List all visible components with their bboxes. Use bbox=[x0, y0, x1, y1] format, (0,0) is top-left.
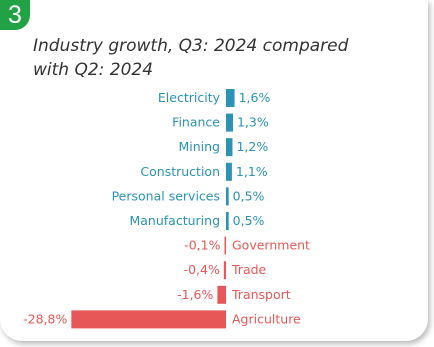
category-label-electricity: Electricity bbox=[158, 90, 221, 105]
bar-transport bbox=[217, 285, 226, 304]
value-label-electricity: 1,6% bbox=[239, 90, 271, 105]
bar-manufacturing bbox=[226, 212, 229, 230]
bar-mining bbox=[226, 138, 233, 157]
bar-government bbox=[224, 236, 226, 255]
value-label-transport: -1,6% bbox=[177, 287, 213, 302]
value-label-manufacturing: 0,5% bbox=[233, 213, 265, 228]
category-label-personal-services: Personal services bbox=[112, 188, 220, 203]
bar-electricity bbox=[226, 89, 235, 107]
category-label-trade: Trade bbox=[231, 262, 267, 277]
bar-construction bbox=[226, 162, 232, 181]
bar-finance bbox=[226, 113, 233, 132]
category-label-manufacturing: Manufacturing bbox=[129, 213, 220, 228]
bar-personal-services bbox=[226, 187, 229, 206]
value-label-trade: -0,4% bbox=[184, 262, 220, 277]
value-label-finance: 1,3% bbox=[237, 115, 269, 130]
category-label-agriculture: Agriculture bbox=[232, 311, 301, 326]
value-label-government: -0,1% bbox=[184, 238, 220, 253]
bar-agriculture bbox=[71, 310, 227, 329]
infographic-card: 3 Industry growth, Q3: 2024 compared wit… bbox=[0, 0, 349, 329]
category-label-finance: Finance bbox=[172, 115, 220, 130]
value-label-mining: 1,2% bbox=[236, 139, 268, 154]
bar-trade bbox=[223, 261, 226, 280]
category-label-government: Government bbox=[232, 238, 310, 253]
chart-title: Industry growth, Q3: 2024 compared with … bbox=[33, 36, 349, 80]
step-number-badge: 3 bbox=[0, 0, 30, 30]
category-label-construction: Construction bbox=[140, 164, 220, 179]
value-label-agriculture: -28,8% bbox=[23, 311, 67, 326]
value-label-personal-services: 0,5% bbox=[233, 188, 265, 203]
value-label-construction: 1,1% bbox=[236, 164, 268, 179]
category-label-transport: Transport bbox=[231, 287, 291, 302]
category-label-mining: Mining bbox=[178, 139, 220, 154]
